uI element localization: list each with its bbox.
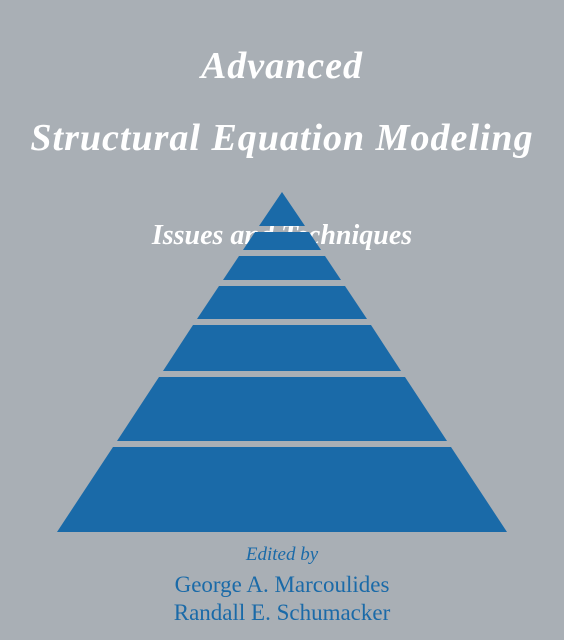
- edited-by-label: Edited by: [0, 544, 564, 566]
- title-line-1: Advanced: [0, 44, 564, 88]
- pyramid-icon: [57, 192, 507, 532]
- editor-2: Randall E. Schumacker: [0, 600, 564, 626]
- editors-block: Edited by George A. Marcoulides Randall …: [0, 544, 564, 628]
- book-cover: Advanced Structural Equation Modeling Is…: [0, 0, 564, 640]
- pyramid-graphic: [57, 192, 507, 532]
- title-line-2: Structural Equation Modeling: [0, 116, 564, 160]
- editor-1: George A. Marcoulides: [0, 572, 564, 598]
- title-block: Advanced Structural Equation Modeling: [0, 44, 564, 160]
